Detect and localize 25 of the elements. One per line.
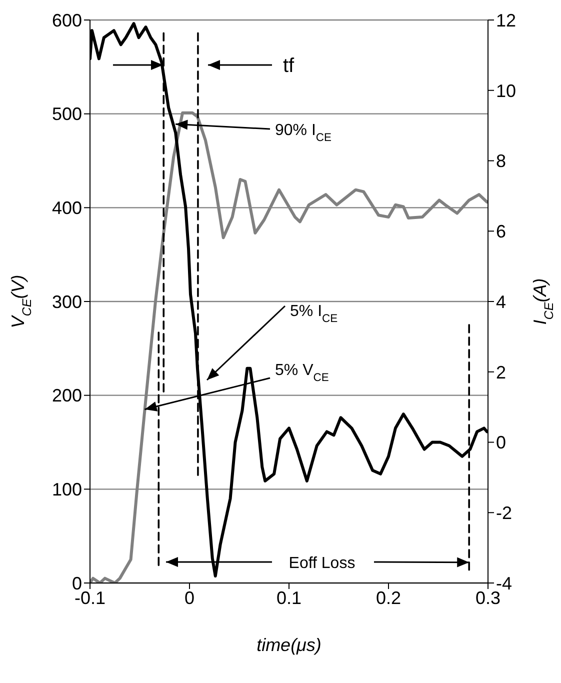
y2-tick-label: 6 [496, 222, 506, 242]
y-tick-label: 300 [52, 292, 82, 312]
y2-tick-label: 0 [496, 432, 506, 453]
y-tick-label: 400 [52, 198, 82, 218]
y-tick-label: 500 [52, 104, 82, 124]
y2-tick-label: -2 [496, 503, 512, 524]
y2-tick-label: 4 [496, 292, 506, 312]
x-tick-label: 0 [184, 588, 195, 608]
x-axis-title: time(μs) [256, 635, 322, 655]
annotation: 5% I$_{CE}$ [290, 303, 338, 325]
x-tick-label: 0.3 [475, 588, 501, 608]
y-tick-label: 0 [72, 573, 82, 594]
y2-tick-label: 2 [496, 362, 506, 382]
y-tick-label: 100 [52, 480, 82, 500]
y2-tick-label: 12 [496, 10, 516, 30]
x-tick-label: 0.1 [276, 588, 302, 608]
y2-tick-label: 10 [496, 80, 516, 101]
y-tick-label: 600 [52, 10, 82, 30]
annotation: tf [283, 55, 295, 77]
annotation: 5% V$_{CE}$ [275, 362, 329, 384]
y-tick-label: 200 [52, 386, 82, 406]
annotation: 90% I$_{CE}$ [275, 122, 332, 144]
annotation: Eoff Loss [288, 555, 356, 572]
x-tick-label: 0.2 [376, 588, 402, 608]
y2-tick-label: 8 [496, 151, 506, 172]
